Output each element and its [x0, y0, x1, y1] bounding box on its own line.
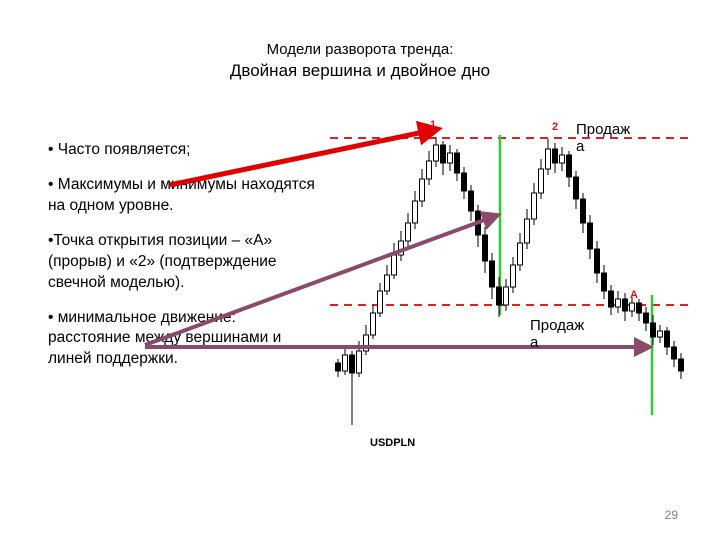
bullet-item: • Часто появляется; [48, 140, 318, 161]
title-line2: Двойная вершина и двойное дно [0, 60, 720, 82]
peak1-label: 1 [430, 119, 436, 131]
peak2-label: 2 [552, 121, 558, 133]
bullet-item: • минимальное движение: расстояние между… [48, 308, 318, 371]
sell-label-bottom: Продаж а [530, 318, 584, 351]
ticker-label: USDPLN [370, 437, 415, 449]
bullet-item: •Точка открытия позиции – «А» (прорыв) и… [48, 231, 318, 294]
double-top-chart: 1 2 A USDPLN [330, 115, 690, 475]
title-line1: Модели разворота тренда: [0, 40, 720, 60]
sell-label-top: Продаж а [576, 122, 630, 155]
point-a-label: A [630, 289, 638, 301]
slide-title: Модели разворота тренда: Двойная вершина… [0, 40, 720, 82]
page-number: 29 [665, 508, 678, 522]
